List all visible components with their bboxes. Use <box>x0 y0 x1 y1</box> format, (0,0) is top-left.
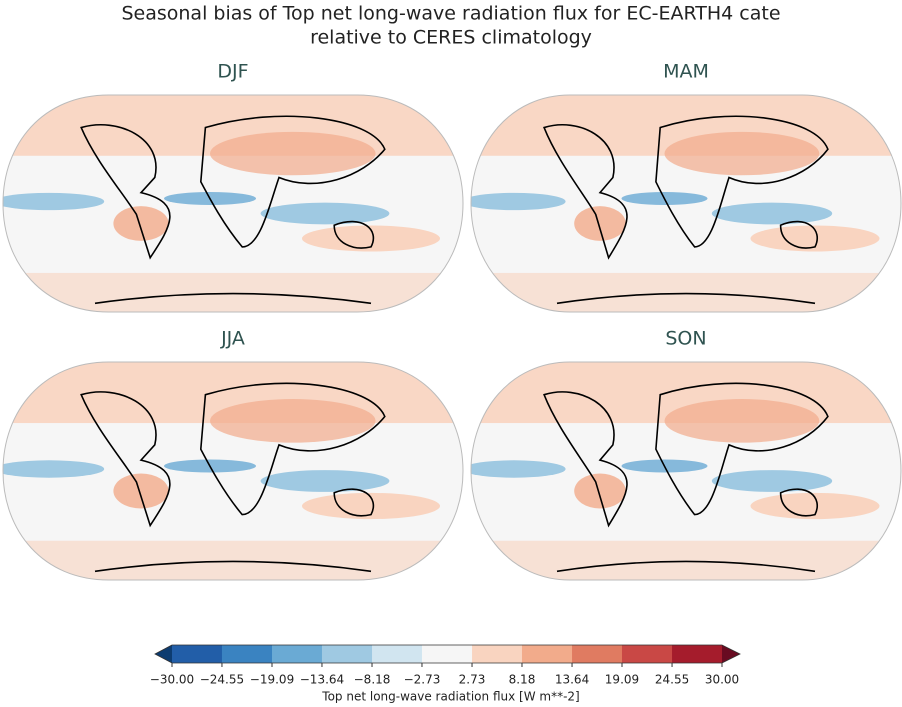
colorbar: −30.00 −24.55 −19.09 −13.64 −8.18 −2.73 2.73 8.… <box>150 644 741 687</box>
colorbar-tick-label: 30.00 <box>705 673 739 687</box>
map-panels <box>2 94 902 581</box>
coastline <box>80 115 386 305</box>
field-blob <box>750 492 880 520</box>
field-blob <box>664 131 820 176</box>
field-blob <box>209 399 376 443</box>
field-band <box>3 540 463 580</box>
panel-title: DJF <box>217 61 248 83</box>
field-blob <box>471 460 566 478</box>
map <box>471 95 901 312</box>
map-outline <box>2 361 464 581</box>
field-blob <box>260 470 390 492</box>
field-blob <box>664 399 820 443</box>
coastline <box>80 382 386 573</box>
field-blob <box>113 206 169 241</box>
field-blob <box>471 192 566 211</box>
field-band <box>3 272 463 312</box>
colorbar-segment <box>421 645 473 663</box>
field-blob <box>209 131 376 176</box>
colorbar-tick-label: −19.09 <box>250 673 294 687</box>
field-blob <box>574 206 626 241</box>
map <box>471 362 901 580</box>
figure-title: relative to CERES climatology <box>310 27 592 49</box>
field-blob <box>113 473 169 509</box>
colorbar-segment <box>172 645 223 663</box>
colorbar-extend-low <box>155 645 172 663</box>
colorbar-segment <box>621 645 673 663</box>
colorbar-tick-label: −24.55 <box>200 673 244 687</box>
map-outline <box>470 361 902 581</box>
map-outline <box>470 94 902 313</box>
coastline <box>543 115 829 305</box>
colorbar-segment <box>572 645 623 663</box>
colorbar-extend-high <box>722 645 740 663</box>
field-band <box>471 272 901 312</box>
colorbar-tick-label: −8.18 <box>354 673 391 687</box>
colorbar-tick-label: −30.00 <box>150 673 194 687</box>
map <box>3 362 463 580</box>
field-blob <box>750 225 880 252</box>
panel-title: JJA <box>220 328 245 350</box>
field-blob <box>711 202 833 225</box>
colorbar-segment <box>272 645 323 663</box>
map <box>3 95 463 312</box>
coastline <box>543 382 829 573</box>
colorbar-tick-label: −13.64 <box>300 673 344 687</box>
field-blob <box>3 460 105 478</box>
colorbar-segment <box>521 645 573 663</box>
colorbar-segment <box>372 645 423 663</box>
field-blob <box>711 470 833 492</box>
colorbar-segment <box>472 645 523 663</box>
colorbar-tick-label: 19.09 <box>605 673 639 687</box>
colorbar-segment <box>221 645 273 663</box>
colorbar-label: Top net long-wave radiation flux [W m**-… <box>321 690 579 704</box>
colorbar-tick-label: 24.55 <box>655 673 689 687</box>
colorbar-tick-label: −2.73 <box>404 673 441 687</box>
colorbar-tick-label: 8.18 <box>509 673 536 687</box>
colorbar-segment <box>321 645 373 663</box>
figure-title: Seasonal bias of Top net long-wave radia… <box>121 3 780 25</box>
field-blob <box>302 225 440 252</box>
field-blob <box>302 492 440 520</box>
field-blob <box>260 202 390 225</box>
map-outline <box>2 94 464 313</box>
field-blob <box>574 473 626 509</box>
panel-title: SON <box>665 328 706 350</box>
colorbar-segment <box>672 645 723 663</box>
panel-title: MAM <box>663 61 709 83</box>
colorbar-tick-label: 13.64 <box>555 673 589 687</box>
field-band <box>471 540 901 580</box>
field-blob <box>3 192 105 211</box>
colorbar-tick-label: 2.73 <box>459 673 486 687</box>
